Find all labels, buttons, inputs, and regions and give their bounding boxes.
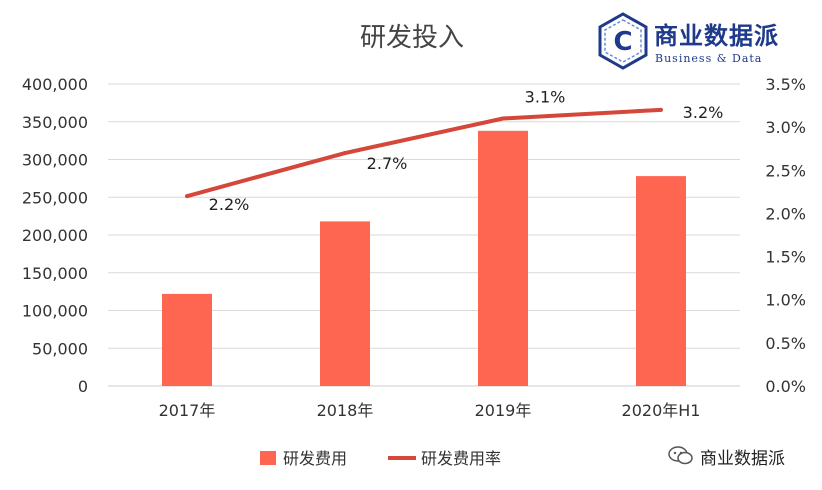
hexagon-logo-icon: C: [598, 12, 648, 70]
right-axis-tick-label: 1.5%: [765, 248, 806, 267]
bar: [162, 293, 212, 386]
brand-logo: C 商业数据派 Business & Data: [597, 10, 807, 72]
legend-label-line: 研发费用率: [421, 449, 501, 468]
legend-label-bar: 研发费用: [283, 449, 347, 468]
data-label: 2.7%: [367, 154, 408, 173]
category-label: 2020年H1: [622, 401, 701, 420]
legend: 研发费用 研发费用率: [260, 449, 501, 468]
right-axis-tick-label: 3.5%: [765, 75, 806, 94]
left-axis-tick-label: 350,000: [22, 113, 88, 132]
right-axis-tick-label: 2.5%: [765, 161, 806, 180]
watermark-text: 商业数据派: [700, 448, 785, 469]
data-label: 3.1%: [525, 88, 566, 107]
right-axis-tick-label: 0.5%: [765, 334, 806, 353]
right-axis-tick-label: 1.0%: [765, 291, 806, 310]
bar: [636, 176, 686, 386]
right-axis-tick-label: 3.0%: [765, 118, 806, 137]
left-axis-tick-label: 0: [78, 377, 88, 396]
line-point: [659, 107, 663, 112]
logo-letter: C: [613, 27, 632, 57]
data-label: 3.2%: [683, 103, 724, 122]
series-line: [186, 107, 662, 199]
legend-swatch-bar: [260, 451, 276, 465]
chart-title: 研发投入: [360, 23, 464, 53]
left-axis-tick-label: 400,000: [22, 75, 88, 94]
category-label: 2018年: [317, 401, 374, 420]
line-point: [501, 116, 505, 121]
category-label: 2017年: [159, 401, 216, 420]
logo-subtitle: Business & Data: [655, 52, 763, 65]
data-label: 2.2%: [209, 195, 250, 214]
left-axis-tick-label: 250,000: [22, 188, 88, 207]
right-axis-tick-label: 0.0%: [765, 377, 806, 396]
line-point: [343, 151, 347, 156]
wechat-icon: [668, 446, 693, 465]
right-axis-tick-label: 2.0%: [765, 204, 806, 223]
line-point: [185, 194, 189, 199]
bar: [320, 221, 370, 386]
category-label: 2019年: [475, 401, 532, 420]
left-axis-tick-label: 200,000: [22, 226, 88, 245]
logo-name: 商业数据派: [654, 22, 779, 50]
left-axis-tick-label: 150,000: [22, 264, 88, 283]
left-axis-tick-label: 100,000: [22, 302, 88, 321]
watermark: 商业数据派: [668, 442, 785, 470]
left-axis-tick-label: 50,000: [32, 339, 88, 358]
bar: [478, 130, 528, 386]
left-axis-tick-label: 300,000: [22, 151, 88, 170]
